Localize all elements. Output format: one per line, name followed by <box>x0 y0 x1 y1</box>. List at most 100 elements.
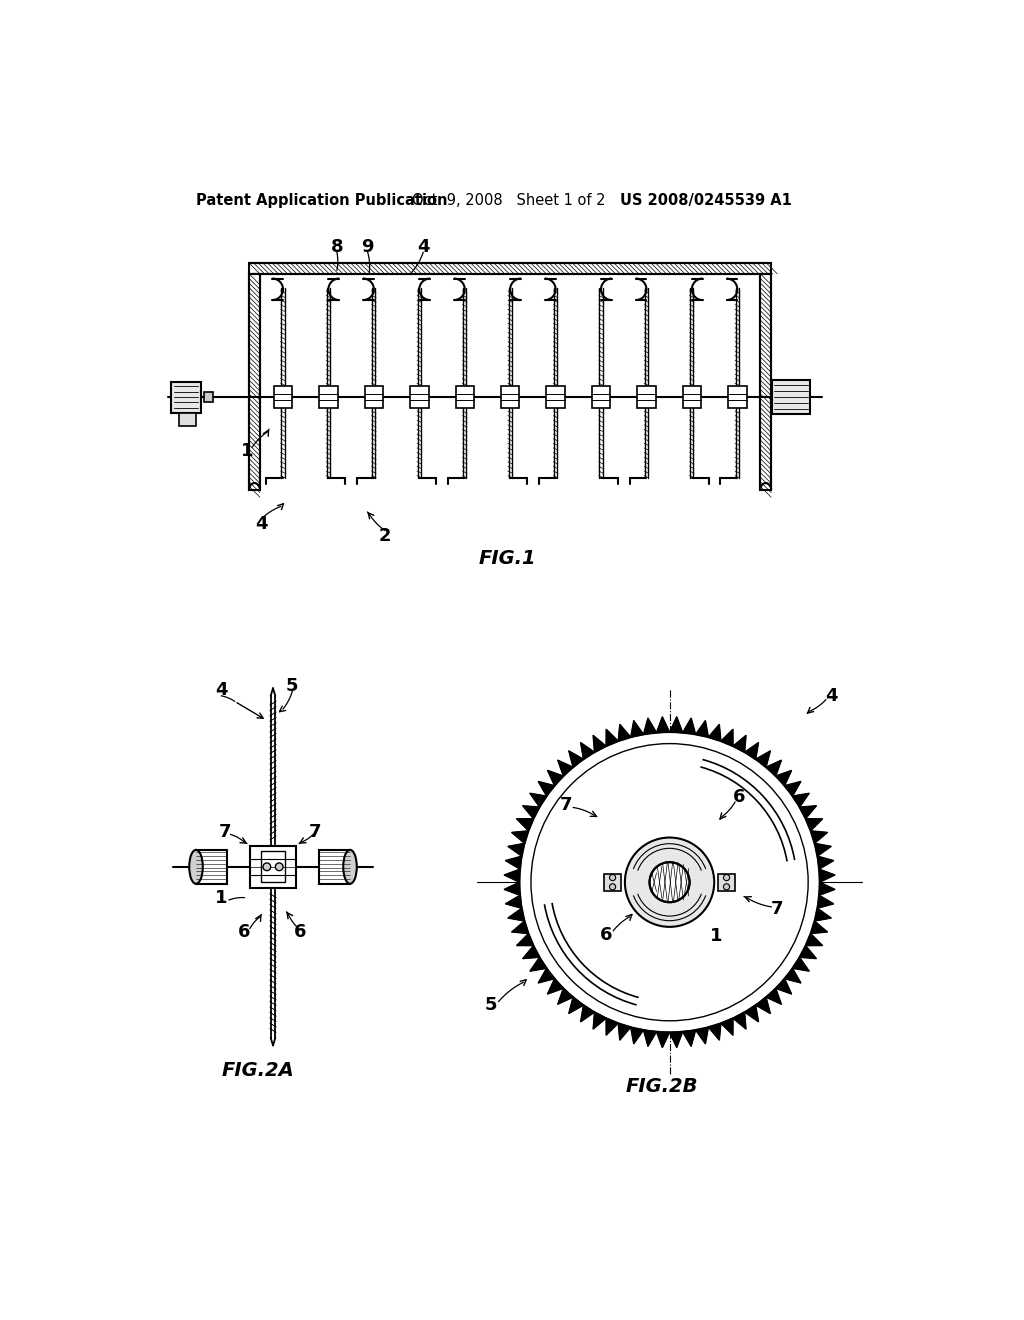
Polygon shape <box>806 818 822 830</box>
Text: 6: 6 <box>239 923 251 941</box>
Text: FIG.2A: FIG.2A <box>221 1061 294 1080</box>
Text: 5: 5 <box>286 677 299 694</box>
Polygon shape <box>806 933 822 945</box>
Polygon shape <box>733 735 746 752</box>
Bar <box>249 275 260 490</box>
Ellipse shape <box>189 850 203 884</box>
Polygon shape <box>606 1018 618 1035</box>
Bar <box>683 387 701 408</box>
Bar <box>319 850 350 884</box>
Circle shape <box>609 884 615 890</box>
Text: 4: 4 <box>255 515 267 533</box>
Polygon shape <box>643 1030 656 1047</box>
Polygon shape <box>709 1023 721 1040</box>
Bar <box>261 851 285 882</box>
Text: FIG.2B: FIG.2B <box>626 1077 698 1096</box>
Polygon shape <box>631 721 643 737</box>
Polygon shape <box>776 771 792 785</box>
Polygon shape <box>522 945 540 958</box>
Polygon shape <box>793 793 809 807</box>
Text: 6: 6 <box>732 788 745 807</box>
Polygon shape <box>506 895 521 908</box>
Text: 1: 1 <box>710 927 722 945</box>
Polygon shape <box>517 933 534 945</box>
Text: 6: 6 <box>600 925 612 944</box>
Polygon shape <box>568 751 584 767</box>
Polygon shape <box>819 882 835 895</box>
Polygon shape <box>800 805 816 818</box>
Polygon shape <box>756 997 770 1014</box>
Bar <box>547 387 565 408</box>
Polygon shape <box>568 997 584 1014</box>
Polygon shape <box>508 908 524 921</box>
Polygon shape <box>721 729 733 746</box>
Polygon shape <box>670 1032 683 1048</box>
Bar <box>179 412 196 426</box>
Text: 7: 7 <box>218 824 230 841</box>
Polygon shape <box>793 957 809 972</box>
Polygon shape <box>656 1032 670 1048</box>
Text: 9: 9 <box>361 238 374 256</box>
Text: Oct. 9, 2008   Sheet 1 of 2: Oct. 9, 2008 Sheet 1 of 2 <box>412 193 605 209</box>
Circle shape <box>724 875 730 880</box>
Polygon shape <box>504 869 520 882</box>
Polygon shape <box>539 969 555 983</box>
Polygon shape <box>512 921 528 933</box>
Polygon shape <box>506 857 521 869</box>
Polygon shape <box>817 857 834 869</box>
Polygon shape <box>581 1006 595 1022</box>
Text: 4: 4 <box>417 238 429 256</box>
Text: 4: 4 <box>215 681 227 698</box>
Bar <box>772 380 810 414</box>
Polygon shape <box>721 1018 733 1035</box>
Text: 6: 6 <box>294 923 306 941</box>
Polygon shape <box>581 743 595 759</box>
Bar <box>501 387 519 408</box>
Polygon shape <box>558 989 573 1005</box>
Polygon shape <box>817 895 834 908</box>
Polygon shape <box>539 781 555 796</box>
Circle shape <box>625 838 714 927</box>
Circle shape <box>275 863 283 871</box>
Circle shape <box>649 862 689 903</box>
Text: 8: 8 <box>331 238 343 256</box>
Polygon shape <box>756 751 770 767</box>
Polygon shape <box>517 818 534 830</box>
Bar <box>592 387 610 408</box>
Text: 1: 1 <box>242 442 254 459</box>
Bar <box>250 846 296 888</box>
Bar <box>637 387 655 408</box>
Text: 1: 1 <box>215 888 227 907</box>
Polygon shape <box>631 1027 643 1044</box>
Polygon shape <box>784 781 801 796</box>
Polygon shape <box>800 945 816 958</box>
Polygon shape <box>530 957 547 972</box>
Polygon shape <box>656 717 670 733</box>
Bar <box>604 874 621 891</box>
Bar <box>410 387 429 408</box>
Polygon shape <box>815 843 831 857</box>
Text: 7: 7 <box>559 796 571 814</box>
Circle shape <box>519 733 819 1032</box>
Bar <box>728 387 746 408</box>
Text: 5: 5 <box>484 997 498 1014</box>
Polygon shape <box>811 830 827 843</box>
Polygon shape <box>530 793 547 807</box>
Circle shape <box>724 884 730 890</box>
Polygon shape <box>744 743 759 759</box>
Bar <box>456 387 474 408</box>
Circle shape <box>609 875 615 880</box>
Polygon shape <box>593 1012 606 1030</box>
Polygon shape <box>508 843 524 857</box>
Polygon shape <box>819 869 835 882</box>
Text: 7: 7 <box>309 824 322 841</box>
Polygon shape <box>504 882 520 895</box>
Bar <box>171 381 201 412</box>
Polygon shape <box>766 760 781 776</box>
Polygon shape <box>618 725 631 741</box>
Bar <box>196 850 226 884</box>
Text: Patent Application Publication: Patent Application Publication <box>196 193 447 209</box>
Polygon shape <box>683 718 695 734</box>
Text: 2: 2 <box>379 527 391 545</box>
Polygon shape <box>695 721 709 737</box>
